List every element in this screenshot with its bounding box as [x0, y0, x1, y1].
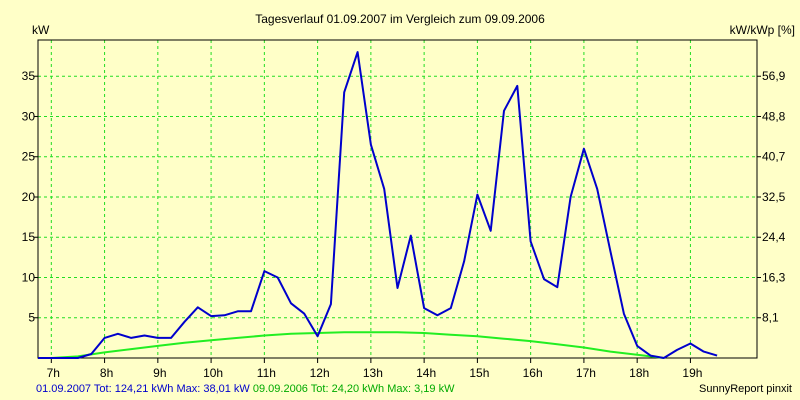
chart-title: Tagesverlauf 01.09.2007 im Vergleich zum… [255, 12, 545, 26]
y-tick-label-left: 5 [28, 311, 35, 325]
x-tick-label: 18h [629, 366, 649, 380]
plot-area [38, 40, 757, 358]
y-tick-label-left: 25 [22, 150, 36, 164]
x-tick-label: 14h [416, 366, 436, 380]
footer-summary: 01.09.2007 Tot: 124,21 kWh Max: 38,01 kW… [36, 383, 454, 395]
y-tick-label-right: 32,5 [762, 190, 786, 204]
x-tick-label: 11h [257, 366, 276, 380]
x-tick-label: 15h [469, 366, 489, 380]
x-tick-label: 10h [203, 366, 223, 380]
y-tick-label-left: 20 [22, 190, 36, 204]
x-tick-label: 8h [100, 366, 113, 380]
footer-credit: SunnyReport pinxit [699, 383, 792, 395]
y-tick-label-right: 48,8 [762, 109, 786, 123]
y-tick-label-right: 8,1 [762, 311, 779, 325]
x-tick-label: 17h [576, 366, 596, 380]
x-tick-label: 19h [682, 366, 702, 380]
footer-series-2: 09.09.2006 Tot: 24,20 kWh Max: 3,19 kW [252, 383, 455, 395]
x-tick-label: 9h [153, 366, 166, 380]
y-tick-label-left: 35 [22, 69, 36, 83]
y-tick-label-right: 16,3 [762, 270, 786, 284]
tick-labels: 7h 8h 9h 10h 11h 12h 13h 14h 15h 16h 17h 18h 19h 5 10 1… [22, 69, 786, 380]
plot-frame [37, 39, 758, 359]
x-tick-label: 12h [310, 366, 330, 380]
series-line-2 [51, 331, 664, 359]
y-axis-label-right: kW/kWp [%] [730, 23, 795, 37]
y-tick-label-left: 10 [22, 270, 36, 284]
y-tick-label-left: 15 [22, 230, 36, 244]
series-layer [38, 51, 718, 359]
y-tick-label-right: 40,7 [762, 150, 786, 164]
y-tick-label-left: 30 [22, 109, 36, 123]
x-tick-label: 13h [363, 366, 383, 380]
x-tick-label: 7h [47, 366, 60, 380]
y-axis-label-left: kW [32, 23, 50, 37]
series-line-1 [38, 51, 718, 359]
footer-series-1: 01.09.2007 Tot: 124,21 kWh Max: 38,01 kW [36, 383, 250, 395]
plot-background [38, 40, 757, 358]
x-tick-label: 16h [523, 366, 543, 380]
y-tick-label-right: 56,9 [762, 69, 786, 83]
axes [34, 39, 761, 363]
y-tick-label-right: 24,4 [762, 230, 786, 244]
